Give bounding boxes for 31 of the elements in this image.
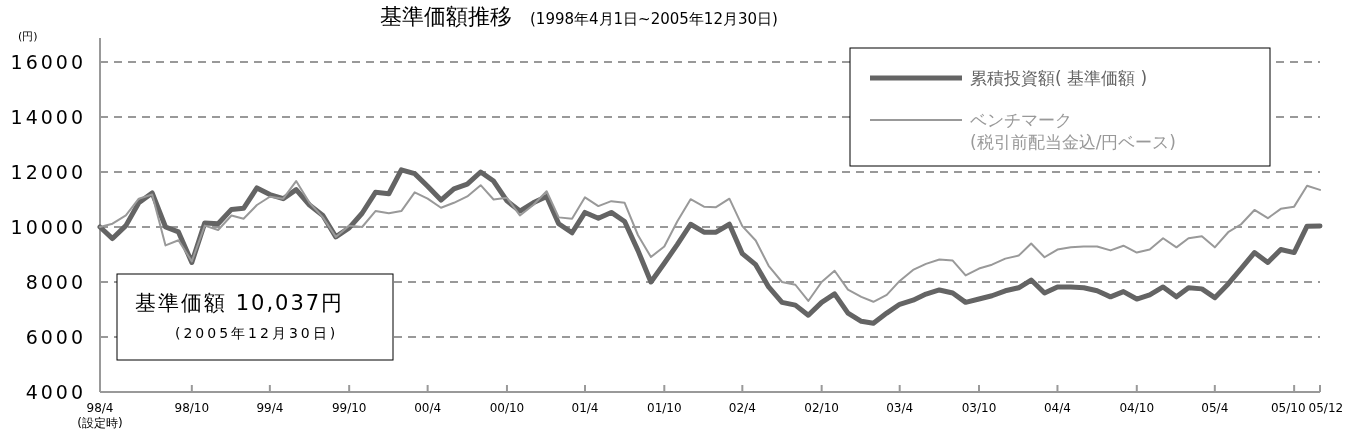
x-tick-label: 02/10	[804, 401, 839, 415]
x-tick-label: 05/4	[1201, 401, 1229, 415]
annotation: (2005年12月30日)	[175, 325, 339, 341]
x-tick-label: 05/10	[1270, 401, 1306, 415]
x-tick-label: 04/4	[1043, 401, 1071, 415]
text: ベンチマーク (税引前配当金込/円ベース)	[970, 110, 1176, 152]
x-tick-label: 98/4 (設定時)	[77, 401, 123, 430]
x-tick-label: 03/4	[886, 401, 914, 415]
y-tick-label: 14000	[10, 106, 86, 128]
text: 累積投資額( 基準価額 )	[970, 68, 1148, 88]
chart-title: 基準価額推移	[380, 4, 512, 29]
x-tick-label: 05/12	[1308, 401, 1344, 415]
x-tick-label: 00/4	[414, 401, 442, 415]
x-tick-label: 98/10	[174, 401, 210, 415]
annotation: 基準価額 10,037円	[135, 291, 345, 315]
y-tick-label: 8000	[25, 271, 86, 293]
y-tick-label: 10000	[10, 216, 86, 238]
y-tick-label: 12000	[10, 161, 86, 183]
x-tick-label: 99/10	[331, 401, 367, 415]
chart-subtitle: (1998年4月1日~2005年12月30日)	[530, 10, 778, 28]
x-tick-label: 01/10	[647, 401, 682, 415]
x-tick-label: 00/10	[489, 401, 525, 415]
x-tick-label: 01/4	[571, 401, 599, 415]
y-tick-label: 4000	[25, 381, 86, 403]
y-tick-label: 6000	[25, 326, 86, 348]
x-tick-label: 02/4	[728, 401, 756, 415]
y-tick-label: 16000	[10, 51, 86, 73]
x-tick-label: 99/4	[256, 401, 284, 415]
x-tick-label: 04/10	[1119, 401, 1155, 415]
y-axis-title: (円)	[18, 30, 38, 43]
x-tick-label: 03/10	[961, 401, 997, 415]
